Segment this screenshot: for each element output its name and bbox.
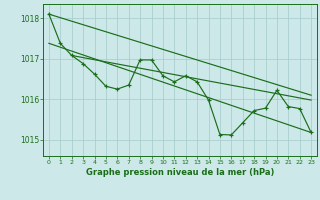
X-axis label: Graphe pression niveau de la mer (hPa): Graphe pression niveau de la mer (hPa) [86, 168, 274, 177]
